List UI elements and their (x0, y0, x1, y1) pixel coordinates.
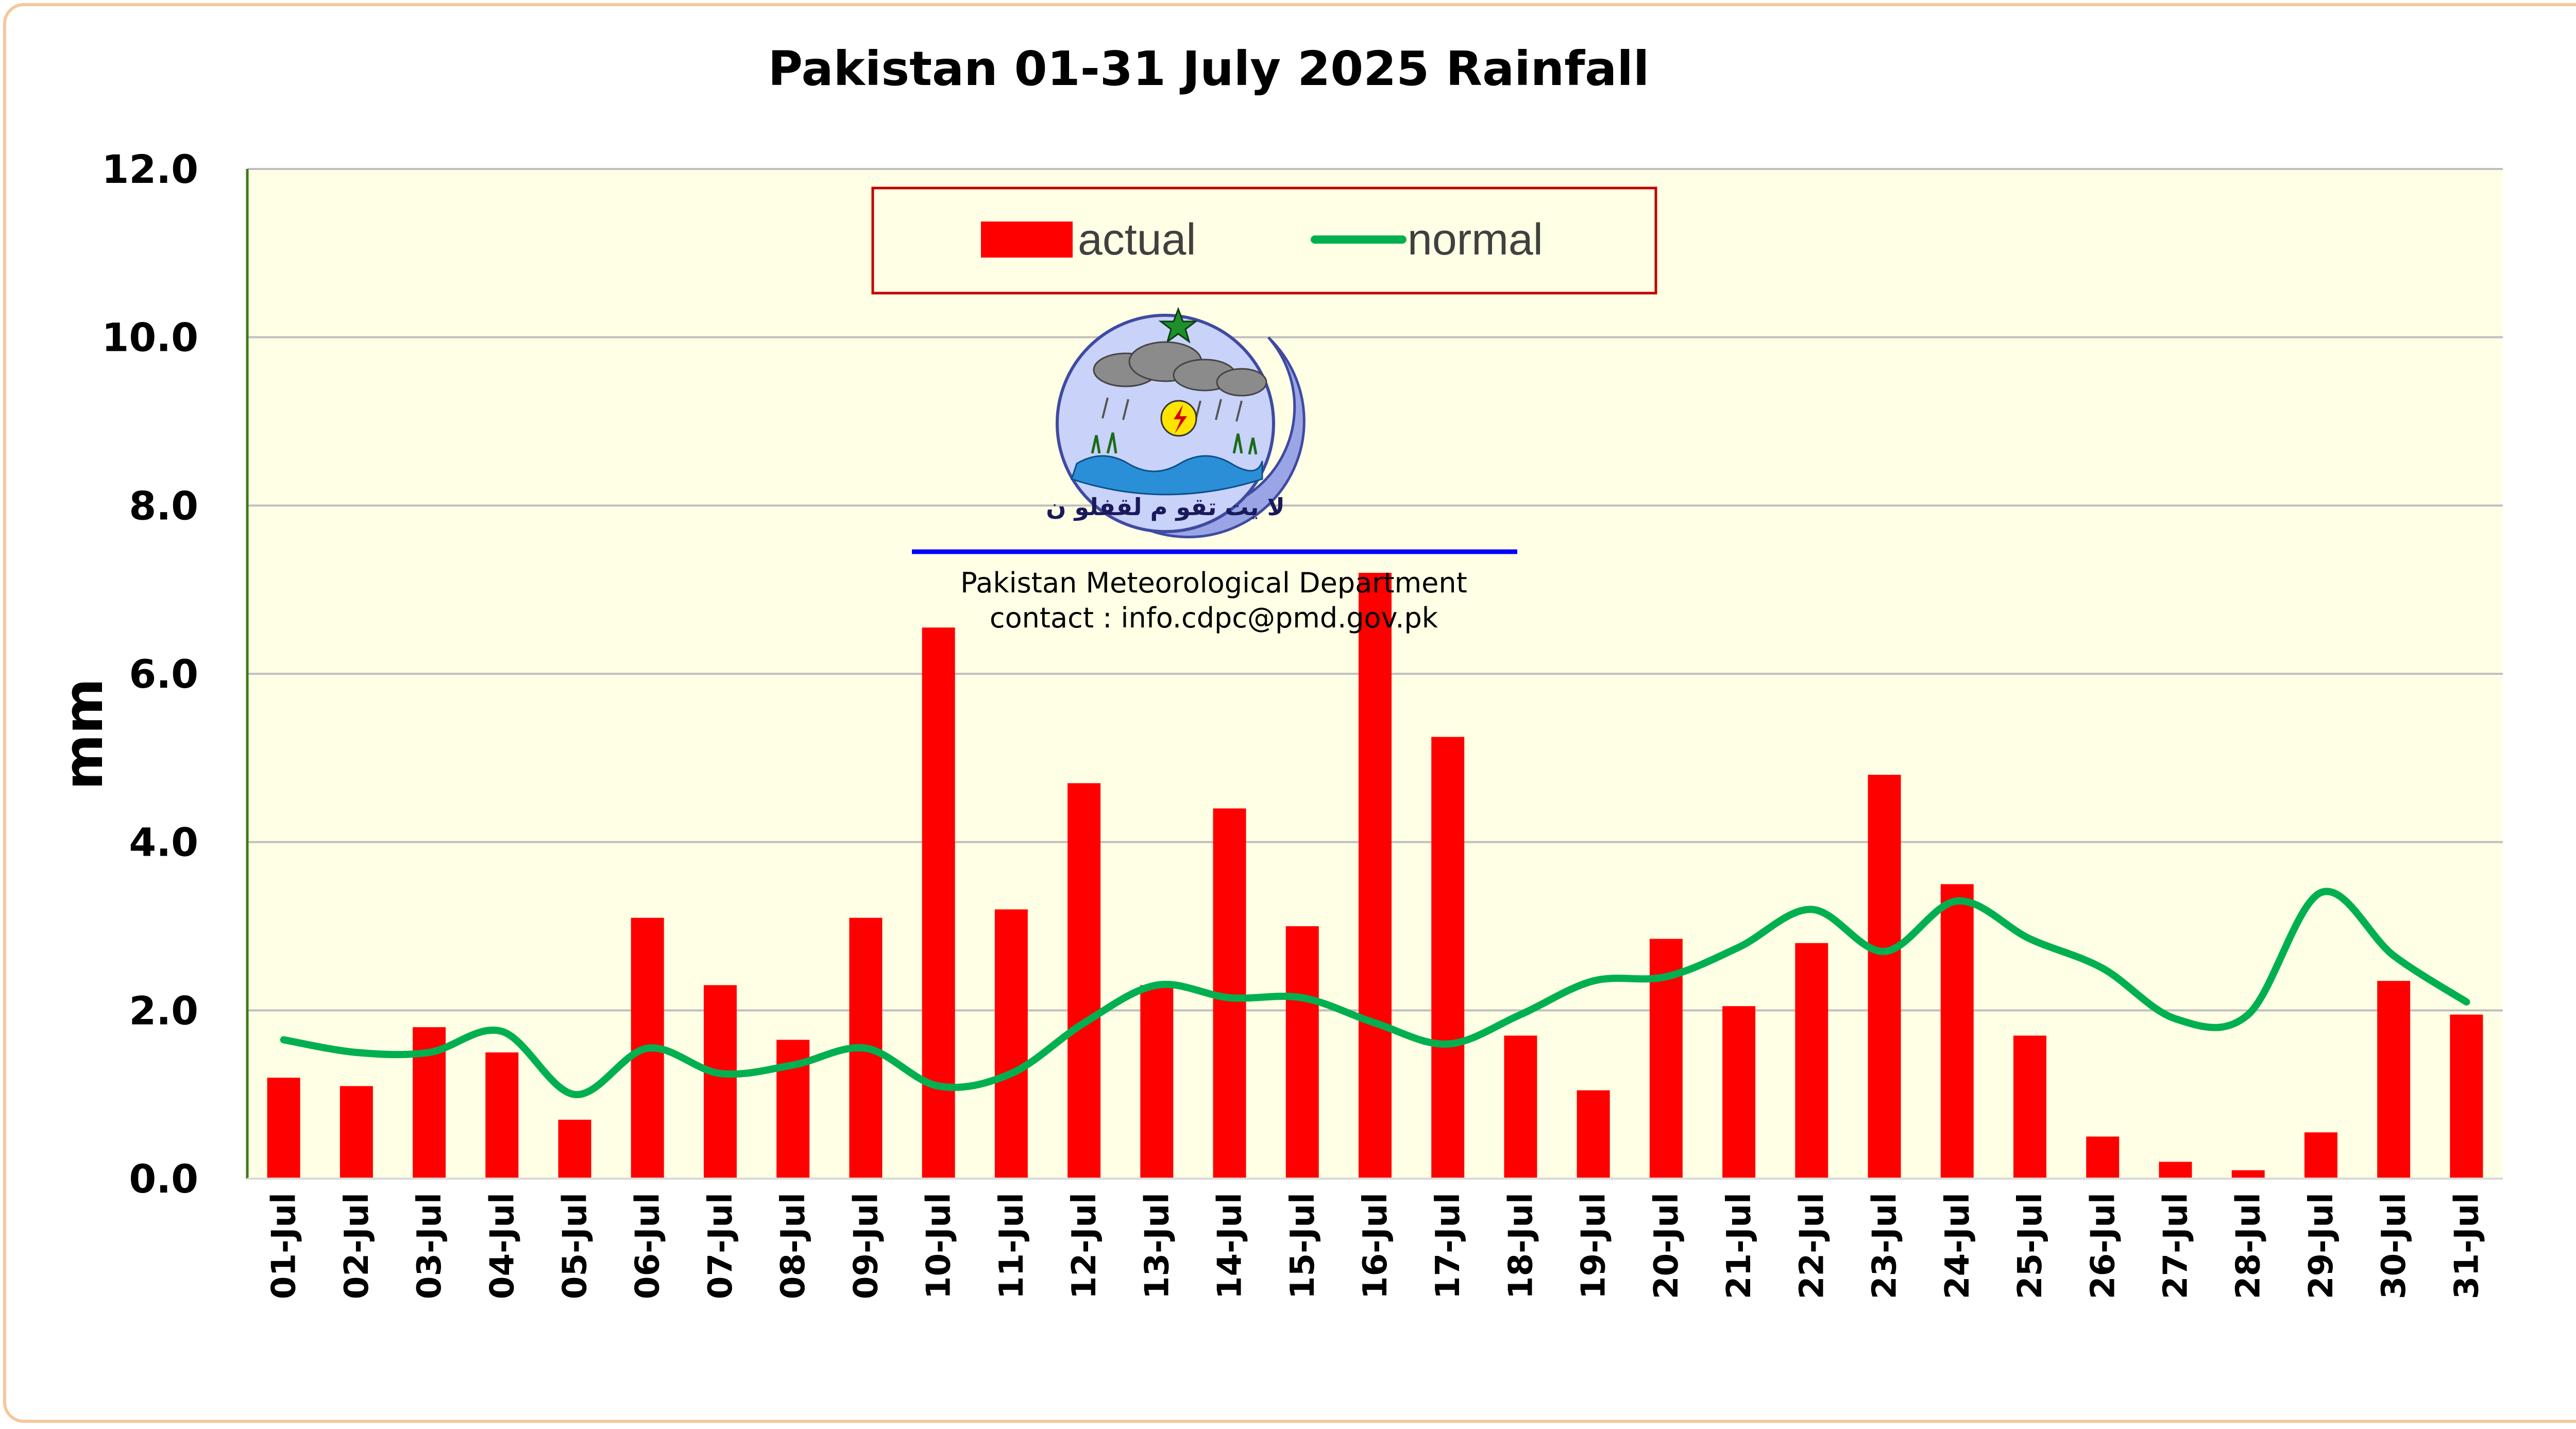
x-tick-label: 10-Jul (920, 1193, 958, 1299)
actual-bar-21-Jul (1722, 1006, 1756, 1179)
x-tick-label: 31-Jul (2448, 1193, 2486, 1299)
lightning-icon (1174, 405, 1187, 434)
actual-bar-27-Jul (2159, 1162, 2192, 1179)
actual-bar-23-Jul (1868, 775, 1901, 1179)
x-tick-label: 29-Jul (2302, 1193, 2341, 1299)
x-tick-label: 18-Jul (1502, 1193, 1540, 1299)
x-tick-label: 22-Jul (1793, 1193, 1831, 1299)
actual-bar-10-Jul (922, 627, 955, 1179)
actual-bar-19-Jul (1577, 1090, 1610, 1179)
legend: actual normal (871, 186, 1657, 295)
legend-normal-label: normal (1408, 215, 1543, 264)
actual-bar-15-Jul (1285, 926, 1319, 1179)
x-tick-label: 30-Jul (2375, 1193, 2413, 1299)
wave-icon (1071, 455, 1263, 496)
y-tick-label: 6.0 (129, 651, 198, 697)
actual-bar-07-Jul (703, 985, 737, 1179)
actual-bar-28-Jul (2231, 1170, 2265, 1179)
x-tick-label: 27-Jul (2157, 1193, 2195, 1299)
x-tick-label: 19-Jul (1575, 1193, 1613, 1299)
x-tick-label: 03-Jul (411, 1193, 449, 1299)
logo-caption-department: Pakistan Meteorological Department (960, 567, 1467, 599)
star-icon (1158, 307, 1198, 344)
cloud-icon (1093, 341, 1267, 397)
actual-bar-18-Jul (1504, 1035, 1537, 1179)
actual-bar-30-Jul (2377, 981, 2411, 1179)
legend-actual-swatch (981, 222, 1073, 258)
x-tick-label: 09-Jul (847, 1193, 885, 1299)
y-tick-label: 10.0 (101, 315, 198, 361)
y-tick-label: 2.0 (129, 988, 198, 1033)
x-tick-label: 12-Jul (1065, 1193, 1104, 1299)
x-tick-label: 20-Jul (1648, 1193, 1686, 1299)
x-tick-label: 14-Jul (1211, 1193, 1249, 1299)
actual-bar-11-Jul (994, 909, 1028, 1179)
y-axis-ticks: 0.0 2.0 4.0 6.0 8.0 10.0 12.0 (101, 146, 198, 1202)
legend-actual-label: actual (1078, 215, 1196, 264)
y-tick-label: 12.0 (101, 146, 198, 192)
pmd-logo: لا يت تقو م لقفلو ن Pakistan Meteorologi… (912, 307, 1517, 634)
x-tick-label: 07-Jul (702, 1193, 740, 1299)
actual-bar-17-Jul (1431, 737, 1465, 1179)
x-tick-label: 11-Jul (993, 1193, 1031, 1299)
normal-series-line (280, 888, 2470, 1098)
x-tick-label: 23-Jul (1866, 1193, 1904, 1299)
x-tick-label: 15-Jul (1284, 1193, 1322, 1299)
actual-bar-31-Jul (2450, 1014, 2483, 1179)
actual-bar-24-Jul (1940, 884, 1974, 1179)
x-tick-label: 21-Jul (1720, 1193, 1758, 1299)
x-tick-label: 16-Jul (1357, 1193, 1395, 1299)
grass-icon (1091, 432, 1258, 455)
x-tick-label: 25-Jul (2011, 1193, 2049, 1299)
actual-bar-12-Jul (1067, 783, 1101, 1179)
x-tick-label: 06-Jul (629, 1193, 667, 1299)
actual-bar-25-Jul (2013, 1035, 2047, 1179)
y-tick-label: 0.0 (129, 1156, 198, 1202)
actual-bar-26-Jul (2086, 1136, 2120, 1179)
x-tick-label: 05-Jul (556, 1193, 595, 1299)
logo-caption-contact: contact : info.cdpc@pmd.gov.pk (990, 602, 1438, 634)
logo-motto: لا يت تقو م لقفلو ن (1046, 493, 1285, 521)
chart-title: Pakistan 01-31 July 2025 Rainfall (768, 41, 1650, 96)
x-tick-label: 02-Jul (338, 1193, 376, 1299)
x-tick-label: 26-Jul (2084, 1193, 2122, 1299)
y-axis-label: mm (52, 678, 115, 790)
x-tick-label: 08-Jul (774, 1193, 812, 1299)
actual-bar-05-Jul (558, 1119, 591, 1179)
y-tick-label: 4.0 (129, 820, 198, 865)
x-tick-label: 01-Jul (265, 1193, 303, 1299)
actual-bar-01-Jul (267, 1078, 300, 1179)
actual-bar-13-Jul (1140, 985, 1174, 1179)
actual-bar-02-Jul (340, 1086, 373, 1179)
actual-bar-29-Jul (2304, 1132, 2337, 1179)
y-tick-label: 8.0 (129, 483, 198, 529)
actual-bar-16-Jul (1359, 573, 1392, 1179)
x-tick-label: 13-Jul (1138, 1193, 1176, 1299)
x-axis-ticks: 01-Jul 02-Jul 03-Jul 04-Jul 05-Jul 06-Jul 07-J… (265, 1193, 2486, 1299)
actual-bar-04-Jul (485, 1052, 519, 1179)
x-tick-label: 17-Jul (1429, 1193, 1467, 1299)
x-tick-label: 24-Jul (1939, 1193, 1977, 1299)
x-tick-label: 28-Jul (2230, 1193, 2268, 1299)
x-tick-label: 04-Jul (483, 1193, 521, 1299)
actual-bars (267, 573, 2483, 1179)
actual-bar-22-Jul (1795, 943, 1828, 1179)
